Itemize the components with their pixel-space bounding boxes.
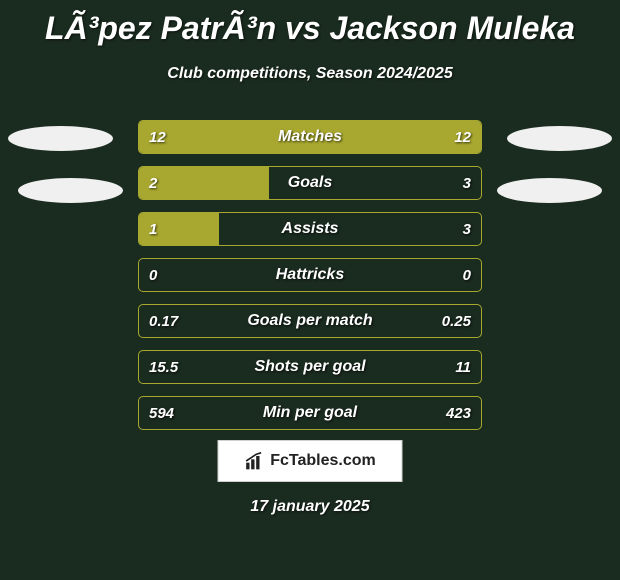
page-title: LÃ³pez PatrÃ³n vs Jackson Muleka xyxy=(0,0,620,47)
stat-label: Goals xyxy=(139,167,481,199)
stats-container: 1212Matches 23Goals 13Assists 00Hattricks 0.… xyxy=(138,120,482,442)
player-right-avatar-2 xyxy=(497,178,602,203)
stat-row: 23Goals xyxy=(138,166,482,200)
stat-row: 1212Matches xyxy=(138,120,482,154)
brand-text: FcTables.com xyxy=(270,452,376,470)
player-left-avatar-1 xyxy=(8,126,113,151)
stat-label: Hattricks xyxy=(139,259,481,291)
date-label: 17 january 2025 xyxy=(0,498,620,516)
brand-box: FcTables.com xyxy=(218,440,403,482)
stat-label: Min per goal xyxy=(139,397,481,429)
brand-icon xyxy=(244,451,264,471)
stat-row: 13Assists xyxy=(138,212,482,246)
player-left-avatar-2 xyxy=(18,178,123,203)
stat-row: 15.511Shots per goal xyxy=(138,350,482,384)
page-subtitle: Club competitions, Season 2024/2025 xyxy=(0,65,620,83)
stat-row: 00Hattricks xyxy=(138,258,482,292)
stat-row: 0.170.25Goals per match xyxy=(138,304,482,338)
stat-label: Goals per match xyxy=(139,305,481,337)
stat-row: 594423Min per goal xyxy=(138,396,482,430)
stat-label: Shots per goal xyxy=(139,351,481,383)
stat-label: Matches xyxy=(139,121,481,153)
player-right-avatar-1 xyxy=(507,126,612,151)
stat-label: Assists xyxy=(139,213,481,245)
